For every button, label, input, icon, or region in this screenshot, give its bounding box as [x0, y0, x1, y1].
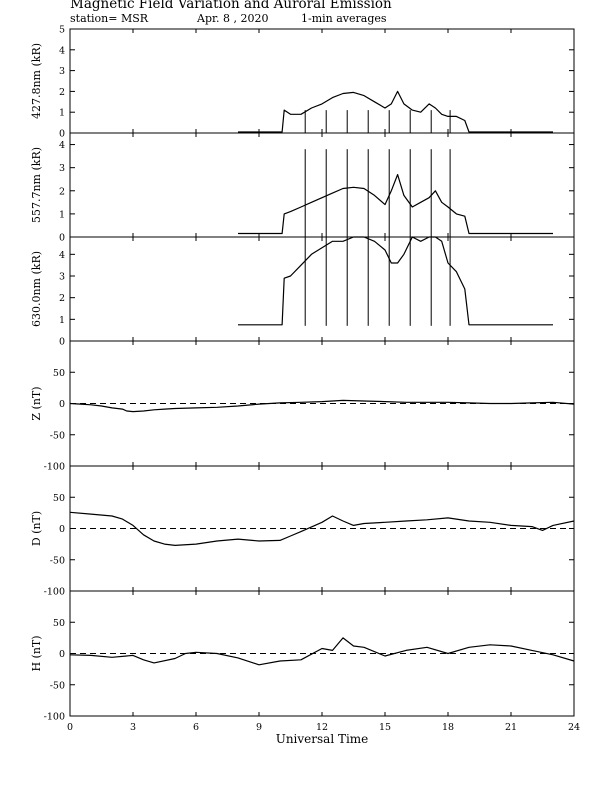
x-tick-label: 6	[193, 722, 199, 733]
y-tick-label: 0	[59, 337, 65, 348]
x-axis-label: Universal Time	[276, 732, 369, 746]
y-tick-label: 2	[59, 293, 65, 304]
y-tick-label: 0	[59, 233, 65, 244]
series-line	[69, 637, 575, 666]
panel-frame	[69, 28, 575, 134]
y-tick-label: 4	[59, 45, 65, 56]
series-line	[238, 90, 553, 133]
y-axis-label: H (nT)	[30, 635, 43, 671]
y-axis-label: Z (nT)	[30, 386, 43, 420]
panel-557.7nm	[69, 132, 575, 238]
panel-frame	[69, 236, 575, 342]
y-axis-label: 427.8nm (kR)	[30, 43, 43, 119]
y-tick-label: -50	[50, 430, 65, 441]
y-tick-label: 4	[59, 250, 65, 261]
y-tick-label: 1	[59, 315, 65, 326]
x-tick-label: 3	[130, 722, 136, 733]
y-tick-label: 3	[59, 272, 65, 283]
y-tick-label: -100	[44, 712, 65, 723]
y-tick-label: -50	[50, 555, 65, 566]
date-label: Apr. 8 , 2020	[197, 12, 269, 25]
y-tick-label: 0	[59, 524, 65, 535]
panel-Z	[69, 340, 575, 467]
series-line	[238, 236, 553, 326]
series-line	[238, 174, 553, 235]
x-tick-label: 9	[256, 722, 262, 733]
y-axis-label: 557.7nm (kR)	[30, 147, 43, 223]
station-label: station= MSR	[70, 12, 149, 25]
y-tick-label: 2	[59, 87, 65, 98]
y-tick-label: 0	[59, 399, 65, 410]
x-tick-label: 18	[442, 722, 454, 733]
y-axis-label: D (nT)	[30, 511, 43, 546]
y-tick-label: 1	[59, 108, 65, 119]
y-tick-label: 3	[59, 163, 65, 174]
y-axis-label: 630.0nm (kR)	[30, 251, 43, 327]
y-tick-label: 50	[53, 618, 65, 629]
y-tick-label: 50	[53, 368, 65, 379]
y-tick-label: 2	[59, 186, 65, 197]
y-tick-label: 50	[53, 493, 65, 504]
y-tick-label: 1	[59, 209, 65, 220]
y-tick-label: 4	[59, 140, 65, 151]
figure-title: Magnetic Field Variation and Auroral Emi…	[70, 0, 392, 12]
y-tick-label: 0	[59, 649, 65, 660]
y-tick-label: 5	[59, 25, 65, 36]
x-tick-label: 15	[379, 722, 391, 733]
y-tick-label: -100	[44, 462, 65, 473]
x-tick-label: 0	[67, 722, 73, 733]
x-tick-label: 24	[568, 722, 580, 733]
y-tick-label: -100	[44, 587, 65, 598]
panel-frame	[69, 132, 575, 238]
x-tick-label: 12	[316, 722, 328, 733]
y-tick-label: 3	[59, 66, 65, 77]
averaging-label: 1-min averages	[301, 12, 387, 25]
panel-H	[69, 590, 575, 717]
series-line	[69, 511, 575, 547]
x-tick-label: 21	[505, 722, 517, 733]
panel-630.0nm	[69, 236, 575, 342]
y-tick-label: 0	[59, 129, 65, 140]
y-tick-label: -50	[50, 680, 65, 691]
panel-427.8nm	[69, 28, 575, 134]
series-line	[69, 399, 575, 413]
panel-D	[69, 465, 575, 592]
